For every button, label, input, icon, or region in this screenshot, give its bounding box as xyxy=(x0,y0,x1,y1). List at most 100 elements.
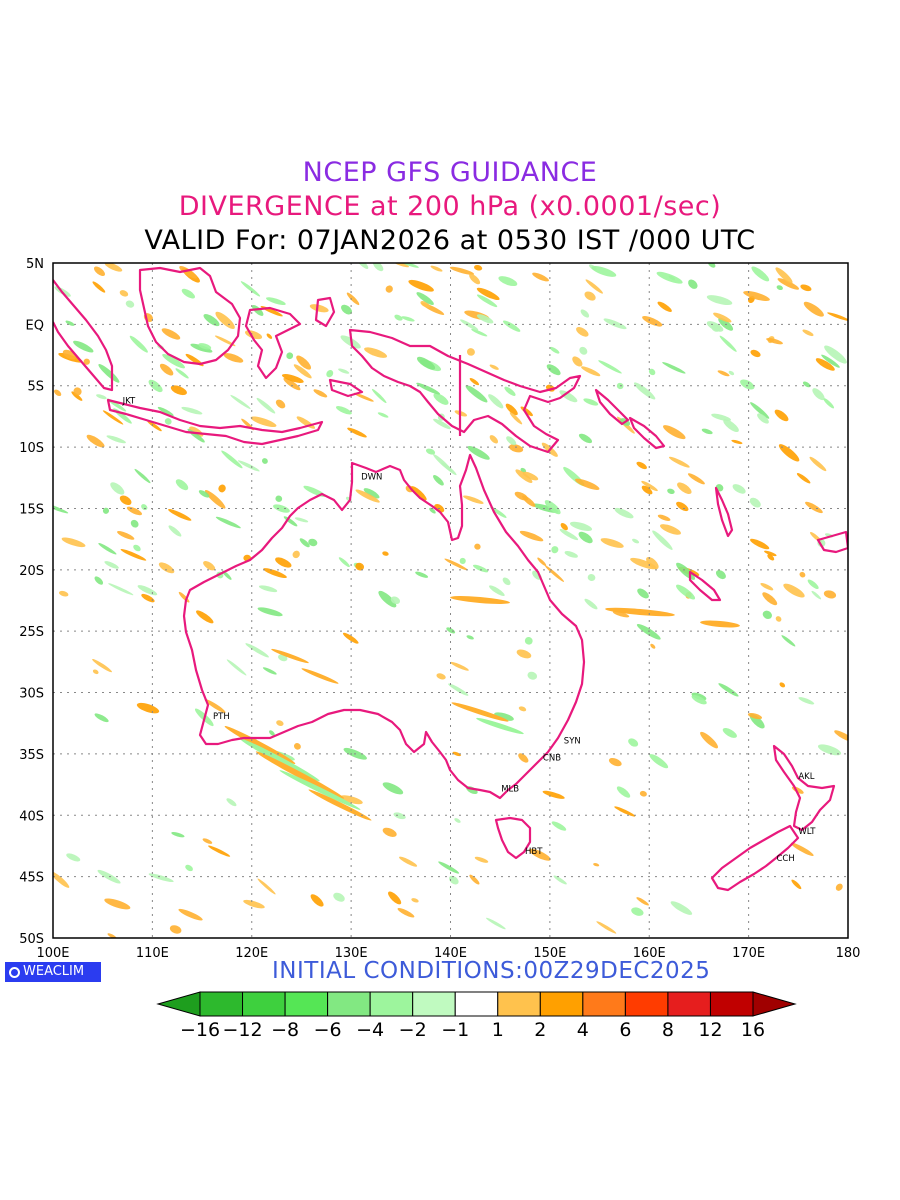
convergence-patch xyxy=(781,635,796,647)
divergence-patch xyxy=(779,682,786,688)
convergence-patch xyxy=(749,497,761,508)
convergence-patch xyxy=(94,713,109,723)
latitude-label: 30S xyxy=(19,687,44,702)
convergence-patch xyxy=(102,507,110,514)
convergence-patch xyxy=(812,388,825,401)
divergence-patch xyxy=(104,898,131,910)
convergence-patch xyxy=(240,281,261,297)
convergence-patch xyxy=(338,368,350,374)
divergence-patch xyxy=(169,925,182,934)
convergence-patch xyxy=(579,346,588,355)
divergence-patch xyxy=(53,871,70,888)
divergence-patch xyxy=(747,712,763,720)
legend-label: −1 xyxy=(441,1019,469,1041)
longitude-label: 160E xyxy=(633,946,666,961)
divergence-patch xyxy=(532,272,549,282)
divergence-patch xyxy=(576,326,589,337)
divergence-patch xyxy=(143,313,154,323)
weaclim-label: WEACLIM xyxy=(23,964,85,979)
latitude-label: 45S xyxy=(19,871,44,886)
convergence-patch xyxy=(817,744,842,756)
divergence-patch xyxy=(185,353,204,367)
divergence-patch xyxy=(346,292,360,306)
convergence-patch xyxy=(433,454,453,472)
latitude-label: 10S xyxy=(19,441,44,456)
divergence-patch xyxy=(58,590,69,597)
coast-borneo xyxy=(138,266,242,366)
convergence-patch xyxy=(215,516,241,529)
convergence-patch xyxy=(614,507,634,519)
divergence-patch xyxy=(542,790,565,799)
convergence-patch xyxy=(824,345,847,364)
legend-label: 1 xyxy=(492,1019,504,1041)
convergence-patch xyxy=(489,585,505,597)
convergence-patch xyxy=(553,875,567,885)
divergence-patch xyxy=(196,610,214,624)
latitude-label: 50S xyxy=(19,932,44,947)
convergence-patch xyxy=(401,316,415,322)
convergence-patch xyxy=(667,488,675,494)
convergence-patch xyxy=(133,544,141,552)
convergence-patch xyxy=(394,314,403,321)
convergence-patch xyxy=(757,413,769,424)
convergence-patch xyxy=(333,892,345,902)
convergence-patch xyxy=(662,362,686,374)
city-label-mlb: MLB xyxy=(501,784,519,794)
city-label-hbt: HBT xyxy=(525,847,543,857)
divergence-patch xyxy=(677,482,692,494)
convergence-patch xyxy=(258,585,278,593)
divergence-patch xyxy=(663,425,686,440)
convergence-patch xyxy=(551,546,559,554)
convergence-patch xyxy=(164,418,172,425)
convergence-patch xyxy=(676,584,696,600)
divergence-patch xyxy=(641,480,658,492)
divergence-patch xyxy=(522,495,536,507)
convergence-patch xyxy=(221,450,243,469)
convergence-patch xyxy=(706,295,733,306)
divergence-patch xyxy=(809,456,827,472)
convergence-patch xyxy=(740,379,755,390)
convergence-patch xyxy=(171,832,185,838)
divergence-patch xyxy=(420,301,430,308)
divergence-patch xyxy=(310,894,324,907)
divergence-patch xyxy=(203,561,216,571)
divergence-streak xyxy=(279,770,361,810)
convergence-patch xyxy=(53,502,69,514)
divergence-patch xyxy=(713,312,732,323)
weaclim-badge: WEACLIM xyxy=(5,962,101,982)
coast-java xyxy=(106,398,324,446)
divergence-patch xyxy=(584,291,596,301)
divergence-patch xyxy=(612,611,630,618)
convergence-patch xyxy=(299,538,310,548)
divergence-patch xyxy=(281,374,304,383)
divergence-patch xyxy=(411,898,419,903)
convergence-patch xyxy=(448,875,459,885)
divergence-patch xyxy=(382,827,397,837)
convergence-patch xyxy=(162,353,186,369)
divergence-patch xyxy=(827,312,848,321)
latitude-labels: 5N EQ 5S 10S 15S 20S 25S 30S 35S 40S 45S 50S xyxy=(19,257,44,947)
convergence-patch xyxy=(294,517,309,523)
convergence-patch xyxy=(261,458,268,464)
convergence-patch xyxy=(807,579,819,590)
coastlines xyxy=(53,266,848,892)
title-valid-time: VALID For: 07JAN2026 at 0530 IST /000 UT… xyxy=(144,225,756,256)
divergence-patch xyxy=(489,435,499,444)
convergence-patch xyxy=(649,754,669,769)
divergence-patch xyxy=(353,392,374,402)
legend-swatch xyxy=(242,991,286,1017)
divergence-patch xyxy=(474,264,483,271)
divergence-patch xyxy=(119,290,129,297)
divergence-patch xyxy=(476,287,500,301)
convergence-patch xyxy=(711,323,721,332)
convergence-patch xyxy=(476,294,498,308)
convergence-patch xyxy=(559,390,578,403)
divergence-patch xyxy=(731,439,743,445)
divergence-patch xyxy=(474,543,481,550)
divergence-patch xyxy=(263,568,287,579)
divergence-patch xyxy=(208,845,231,857)
divergence-patch xyxy=(117,530,135,540)
convergence-patch xyxy=(628,738,639,747)
